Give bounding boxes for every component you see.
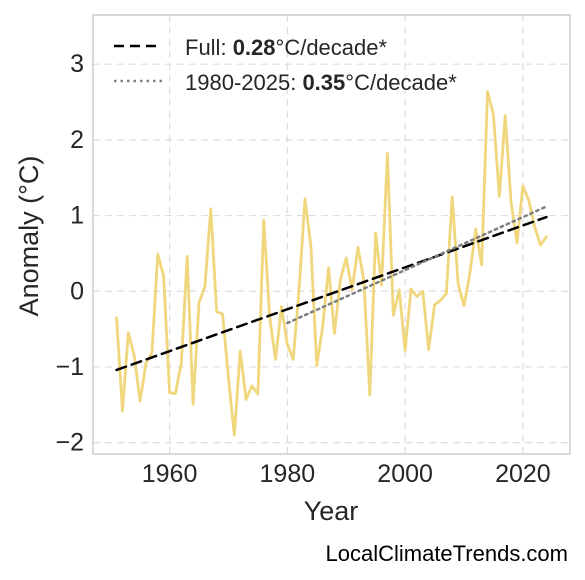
y-tick-label: 0 bbox=[70, 277, 84, 305]
x-tick-label: 2000 bbox=[377, 460, 433, 488]
watermark-text: LocalClimateTrends.com bbox=[326, 541, 569, 566]
y-tick-label: −1 bbox=[55, 353, 84, 381]
data-series-layer bbox=[115, 90, 548, 437]
x-tick-labels: 1960 1980 2000 2020 bbox=[142, 460, 551, 488]
y-tick-label: 2 bbox=[70, 126, 84, 154]
x-tick-label: 1960 bbox=[142, 460, 198, 488]
x-tick-label: 2020 bbox=[495, 460, 551, 488]
recent-period-trend-line bbox=[286, 205, 548, 325]
x-axis-label: Year bbox=[304, 496, 359, 526]
y-tick-label: 3 bbox=[70, 50, 84, 78]
full-period-trend-line bbox=[115, 215, 548, 372]
y-axis-label: Anomaly (°C) bbox=[14, 156, 44, 317]
legend-full-trend-label: Full: 0.28°C/decade* bbox=[185, 35, 387, 60]
grid-lines bbox=[93, 15, 570, 454]
x-tick-label: 1980 bbox=[260, 460, 316, 488]
annual-anomaly-line bbox=[115, 90, 548, 437]
legend-recent-trend-label: 1980-2025: 0.35°C/decade* bbox=[185, 70, 457, 95]
legend: Full: 0.28°C/decade* 1980-2025: 0.35°C/d… bbox=[114, 35, 457, 95]
trend-line-layer bbox=[115, 205, 548, 372]
y-tick-label: 1 bbox=[70, 202, 84, 230]
y-tick-label: −2 bbox=[55, 429, 84, 457]
y-tick-labels: −2 −1 0 1 2 3 bbox=[55, 50, 84, 456]
plot-frame bbox=[92, 14, 571, 455]
